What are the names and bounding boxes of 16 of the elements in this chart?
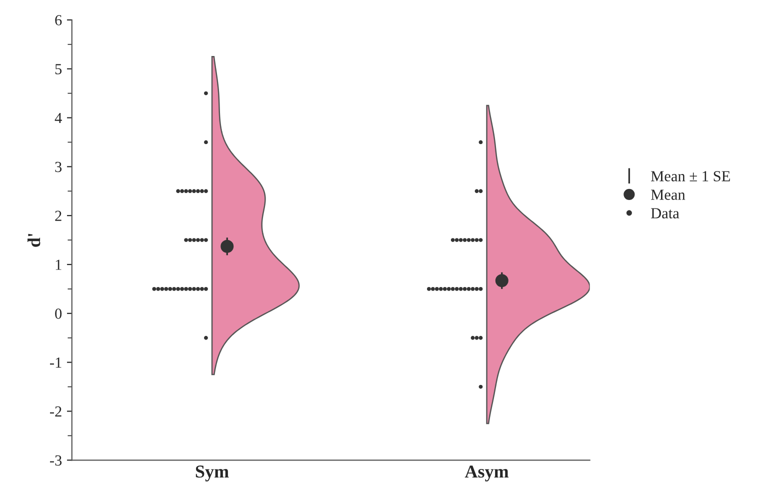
y-tick-label: 0 [55, 308, 62, 319]
x-tick-label: Asym [464, 466, 509, 482]
y-tick-label: 1 [56, 260, 62, 270]
y-axis-title: d' [28, 234, 40, 247]
x-tick-label: Sym [196, 466, 229, 482]
y-tick-label: 6 [55, 15, 62, 26]
legend-label: Mean [651, 190, 686, 200]
y-tick-label: -2 [50, 406, 62, 417]
y-tick-label: -1 [50, 358, 62, 368]
y-tick-label: 2 [55, 210, 62, 221]
y-tick-label: -3 [50, 455, 62, 466]
legend-label: Data [651, 208, 680, 218]
text: Mean ± 1 SE [651, 171, 730, 182]
y-tick-label: 4 [54, 112, 62, 124]
y-tick-label: 3 [55, 162, 62, 172]
y-tick-label: 5 [55, 64, 62, 74]
